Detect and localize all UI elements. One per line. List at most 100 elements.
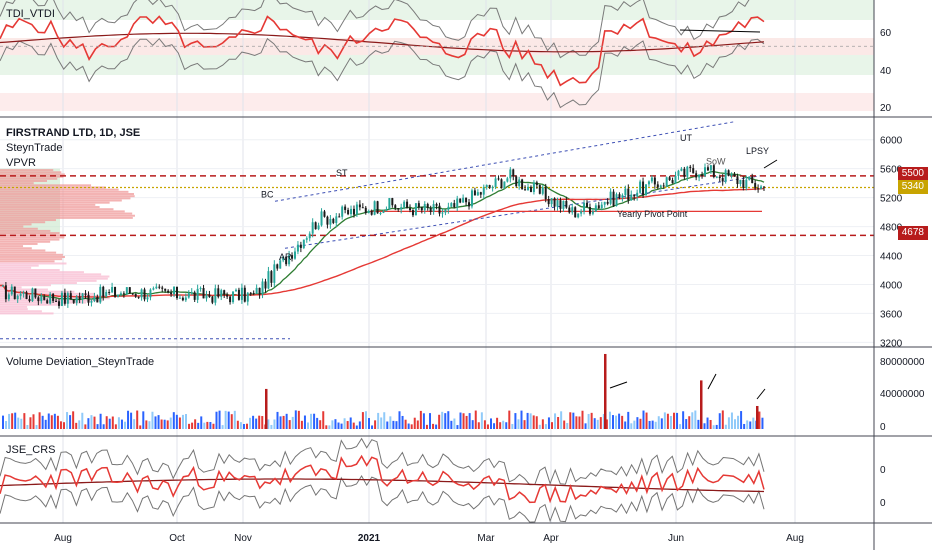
- price-candle: [453, 203, 456, 208]
- price-candle: [193, 292, 196, 300]
- volume-bar: [270, 424, 273, 429]
- price-candle: [586, 202, 589, 208]
- volume-bar: [608, 411, 611, 429]
- volume-bar: [569, 412, 572, 429]
- price-candle: [184, 297, 187, 301]
- price-candle: [140, 289, 143, 298]
- price-candle: [119, 293, 122, 295]
- price-candle: [370, 210, 373, 215]
- volume-profile-bar: [0, 286, 22, 289]
- price-candle: [757, 188, 760, 190]
- price-candle: [149, 289, 152, 298]
- price-candle: [220, 290, 223, 297]
- volume-bar: [480, 412, 483, 429]
- volume-profile-bar: [0, 245, 24, 248]
- volume-bar: [529, 413, 532, 429]
- price-candle: [252, 292, 255, 294]
- volume-bar: [352, 422, 355, 429]
- study-label-steyntrade[interactable]: SteynTrade: [6, 142, 63, 154]
- price-candle: [367, 210, 370, 214]
- price-candle: [456, 198, 459, 208]
- price-candle: [462, 197, 465, 203]
- price-candle: [99, 286, 102, 303]
- volume-bar: [422, 413, 425, 429]
- volume-profile-bar: [0, 282, 77, 285]
- volume-bar: [593, 418, 596, 429]
- study-label-vpvr[interactable]: VPVR: [6, 157, 36, 169]
- price-candle: [28, 299, 31, 302]
- volume-bar: [328, 425, 331, 429]
- volume-bar: [663, 412, 666, 429]
- price-candle: [391, 198, 394, 206]
- price-candle: [400, 207, 403, 210]
- volume-bar: [514, 413, 517, 429]
- annotation-arrow: [609, 381, 628, 389]
- volume-profile-bar: [0, 223, 32, 226]
- volume-bar: [572, 412, 575, 429]
- volume-bar: [502, 420, 505, 429]
- volume-bar: [142, 411, 145, 429]
- price-candle: [234, 289, 237, 292]
- price-candle: [293, 251, 296, 259]
- volume-pane-title[interactable]: Volume Deviation_SteynTrade: [6, 356, 155, 368]
- x-axis-tick-label: 2021: [358, 533, 381, 544]
- tdi-signal-line: [0, 32, 765, 53]
- tdi-pane-title[interactable]: TDI_VTDI: [6, 8, 55, 20]
- annotation-st: ST: [336, 168, 348, 178]
- price-candle: [217, 288, 220, 297]
- price-candle: [90, 300, 93, 303]
- price-candle: [547, 199, 550, 205]
- volume-bar: [23, 413, 26, 429]
- volume-bar: [438, 414, 441, 429]
- axis-labels: 60 40 20 6000 5600 5200 4800 4400 4000 3600 3200 80…: [54, 28, 925, 544]
- volume-profile-bar: [0, 195, 135, 198]
- price-candle: [296, 244, 299, 252]
- volume-bar: [59, 421, 62, 429]
- price-candle: [273, 264, 276, 283]
- price-candle: [653, 177, 656, 185]
- price-candle: [69, 293, 72, 300]
- price-pane-title[interactable]: FIRSTRAND LTD, 1D, JSE: [6, 127, 141, 139]
- volume-bar: [639, 418, 642, 429]
- annotation-layer: BC AR ST UT SoW LPSY Yearly Pivot Point: [261, 133, 778, 400]
- price-candle: [81, 293, 84, 300]
- price-candle: [515, 176, 518, 187]
- price-candle: [550, 198, 553, 205]
- volume-bar: [441, 411, 444, 429]
- tdi-upper-band: [0, 0, 750, 59]
- channel-lower-line: [284, 175, 761, 249]
- price-candle: [347, 209, 350, 215]
- volume-bar: [368, 418, 370, 429]
- volume-bar: [551, 422, 553, 429]
- volume-bar: [5, 421, 8, 429]
- volume-peak-bar: [265, 388, 268, 429]
- price-candle: [597, 205, 600, 209]
- volume-profile-bar: [0, 225, 24, 228]
- price-candle: [16, 295, 19, 300]
- volume-bar: [35, 425, 38, 429]
- volume-profile-bar: [0, 238, 60, 241]
- volume-bar: [734, 419, 736, 429]
- volume-bar: [50, 415, 53, 429]
- volume-bar: [743, 423, 746, 429]
- volume-bar: [752, 417, 755, 429]
- volume-bar: [615, 415, 618, 429]
- volume-axis-tick-label: 40000000: [880, 389, 925, 400]
- price-candle: [320, 211, 323, 226]
- volume-profile-bar: [0, 212, 133, 215]
- crs-pane-title[interactable]: JSE_CRS: [6, 444, 56, 456]
- grid-lines: [0, 0, 874, 523]
- price-candle: [122, 293, 125, 295]
- volume-bar: [191, 422, 194, 429]
- price-candle: [105, 292, 108, 297]
- price-candle: [84, 293, 87, 295]
- volume-profile-bar: [0, 242, 38, 245]
- price-candle: [491, 187, 494, 189]
- volume-bar: [291, 416, 294, 429]
- price-candle: [52, 293, 55, 301]
- price-axis-tick-label: 4800: [880, 223, 903, 234]
- price-candle: [541, 187, 544, 194]
- volume-bar: [508, 410, 511, 429]
- price-axis-tick-label: 5600: [880, 165, 903, 176]
- price-candle: [692, 168, 695, 174]
